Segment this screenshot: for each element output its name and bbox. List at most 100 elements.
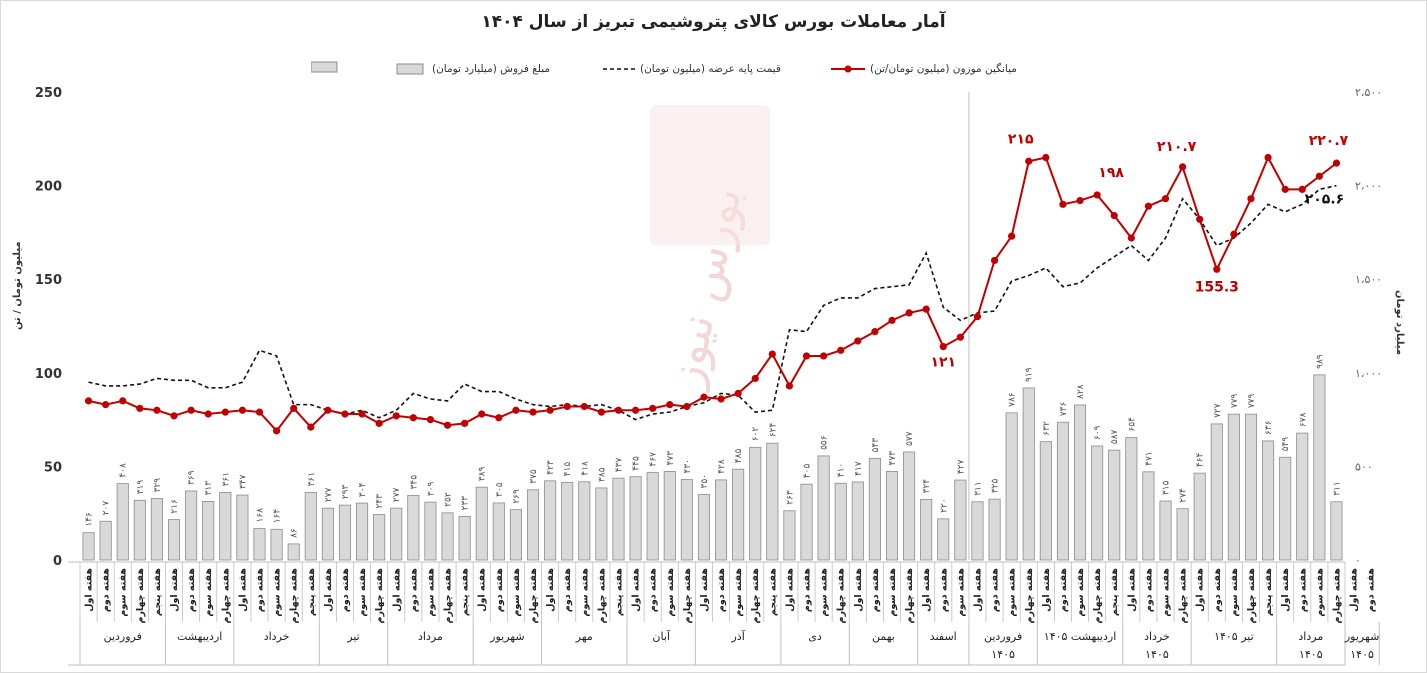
week-tick-label: هفته اول [84,568,95,612]
week-tick-label: هفته چهارم [1178,568,1189,624]
sales-bar [868,457,881,561]
data-label: ۱۲۱ [930,355,956,371]
sales-bar-label: ۳۶۹ [187,470,197,485]
week-tick-label: هفته چهارم [1246,568,1257,624]
sales-bar-label: ۶۰۲ [751,427,761,442]
base-price-line [88,184,1337,421]
week-tick-label: هفته چهارم [682,568,693,624]
weighted-avg-point [478,410,486,418]
sales-bar-label: ۷۳۶ [1059,402,1069,417]
month-label: شهریور [1344,630,1379,643]
sales-bar-label: ۴۶۷ [649,452,659,467]
sales-bar [373,514,386,561]
weighted-avg-point [563,402,571,411]
sales-bar-label: ۳۱۵ [1162,480,1172,495]
weighted-avg-point [512,406,520,414]
week-tick-label: هفته چهارم [750,568,761,624]
sales-bar [663,471,676,561]
month-label: خرداد [1144,630,1170,643]
data-label: ۲۱۰.۷ [1157,139,1197,155]
weighted-avg-point [1110,211,1118,220]
month-label: مرداد [418,630,443,643]
sales-bar [715,479,728,561]
sales-bar [133,499,146,561]
weighted-avg-point [1127,234,1135,242]
week-tick-label: هفته سوم [887,568,898,617]
weighted-avg-point [785,382,794,390]
sales-bar-label: ۲۷۷ [324,487,334,502]
sales-bar-label: ۵۴۳ [871,438,881,453]
week-tick-label: هفته دوم [1366,568,1377,613]
week-tick-label: هفته سوم [1314,568,1325,617]
sales-bar [578,481,591,561]
sales-bar-label: ۲۶۹ [512,489,522,504]
week-tick-label: هفته پنجم [1263,568,1274,617]
sales-bar-label: ۴۲۷ [956,459,966,474]
sales-bar [202,501,215,561]
month-label: اردیبهشت [177,630,222,643]
week-tick-label: هفته چهارم [904,568,915,624]
weighted-avg-point [1264,153,1272,162]
sales-bar-label: ۲۵۲ [444,492,454,507]
month-label: ۱۴۰۵ [1145,648,1169,661]
week-tick-label: هفته دوم [562,568,573,613]
sales-bar-label: ۳۲۹ [153,478,163,493]
weighted-avg-point [871,328,879,336]
sales-bar [458,515,471,561]
week-tick-label: هفته اول [1280,568,1291,612]
legend-weighted-avg-label: میانگین موزون (میلیون تومان/تن) [870,63,1017,75]
data-label: ۲۲۰.۷ [1309,133,1349,149]
sales-bar [167,519,181,561]
week-tick-label: هفته سوم [272,568,283,617]
weighted-avg-point [1042,153,1050,162]
weighted-avg-point [1059,200,1067,208]
sales-bar-label: ۲۹۳ [341,484,351,499]
month-label: ۱۴۰۵ [1299,648,1323,661]
week-tick-label: هفته پنجم [767,568,778,617]
week-tick-label: هفته دوم [408,568,419,613]
y-left-tick-label: 0 [53,554,62,569]
sales-bar [356,502,369,561]
sales-bar-label: ۲۲۰ [939,498,949,513]
sales-bar-label: ۴۲۸ [717,459,727,474]
sales-bar-label: ۱۶۴ [273,509,283,524]
week-tick-label: هفته سوم [579,568,590,617]
week-tick-label: هفته دوم [716,568,727,613]
sales-bar-label: ۳۲۴ [922,479,932,494]
sales-bar-label: ۵۸۷ [1110,429,1120,444]
month-label: خرداد [264,630,290,643]
weighted-avg-point [272,427,281,435]
week-tick-label: هفته دوم [990,568,1001,613]
watermark-logo [650,105,770,245]
sales-bar-label: ۶۲۴ [768,423,778,438]
y-right-tick-label: ۵۰۰ [1355,460,1373,473]
weighted-avg-point [187,406,195,414]
weighted-avg-point [426,416,435,424]
month-label: بهمن [872,630,895,643]
weighted-avg-point [136,404,144,412]
weighted-avg-point [153,406,161,414]
month-label: شهریور [489,630,524,643]
week-tick-label: هفته سوم [203,568,214,617]
chart-title: آمار معاملات بورس کالای پتروشیمی تبریز ا… [481,12,946,32]
sales-bar-label: ۲۰۷ [102,501,112,516]
sales-bar [646,472,659,561]
month-label: تیر ۱۴۰۵ [1214,630,1254,643]
weighted-avg-point [888,316,896,324]
week-tick-label: هفته اول [169,568,180,612]
sales-bar-label: ۳۰۴ [358,482,368,497]
month-label: دی [808,630,822,643]
week-tick-label: هفته چهارم [1024,568,1035,624]
sales-bar-label: ۳۶۱ [307,472,317,487]
weighted-avg-point [631,406,640,414]
sales-bar [749,446,762,561]
weighted-avg-point [649,404,657,412]
week-tick-label: هفته سوم [819,568,830,617]
sales-bar-label: ۸۲۸ [1076,384,1086,399]
week-tick-label: هفته پنجم [306,568,317,617]
sales-bar-label: ۳۸۵ [597,467,607,482]
sales-bar-label: ۴۶۴ [1196,452,1206,467]
sales-bar-label: ۳۸۹ [478,467,488,482]
weighted-avg-point [392,412,400,420]
weighted-avg-point [683,402,691,411]
